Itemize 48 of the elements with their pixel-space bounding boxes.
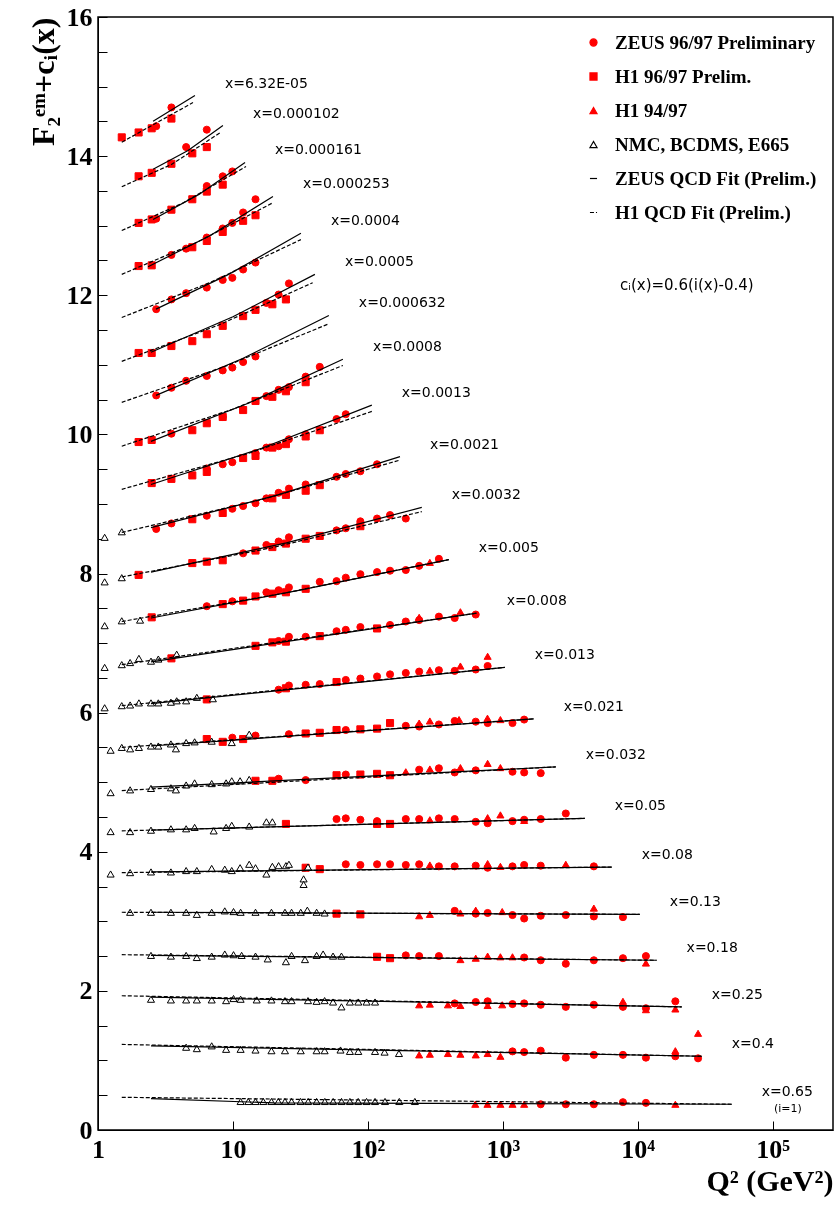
annotation: x=0.032 [585, 745, 646, 762]
annotation: x=0.000253 [302, 175, 390, 192]
annotation: x=0.0004 [330, 212, 401, 229]
annotation: x=0.05 [614, 797, 666, 814]
x-tick-label: 10³ [486, 1134, 521, 1164]
annotation: x=0.021 [563, 697, 624, 714]
y-tick-label: 10 [66, 419, 93, 449]
x-tick-label: 10⁵ [756, 1134, 791, 1164]
annotation: (i=1) [774, 1102, 802, 1115]
legend-label: H1 96/97 Prelim. [615, 65, 752, 87]
x-tick-label: 10⁴ [621, 1134, 656, 1164]
annotation: x=0.13 [669, 893, 721, 910]
annotation: cᵢ(x)=0.6(i(x)-0.4) [620, 276, 754, 294]
x-tick-label: 1 [92, 1134, 105, 1164]
annotation: x=0.0008 [372, 338, 442, 355]
y-tick-label: 6 [79, 698, 93, 728]
annotation: x=0.18 [686, 939, 738, 956]
annotation: x=0.013 [534, 646, 595, 663]
annotation: x=0.000161 [275, 141, 362, 158]
annotation: x=0.0032 [451, 486, 521, 503]
legend-label: H1 94/97 [615, 99, 688, 121]
legend-label: ZEUS QCD Fit (Prelim.) [615, 167, 817, 190]
y-tick-label: 14 [66, 141, 93, 171]
annotation: x=0.0021 [429, 435, 499, 452]
annotation: x=0.4 [731, 1035, 775, 1052]
annotation: x=0.0013 [401, 384, 471, 401]
annotation: x=6.32E-05 [224, 74, 308, 91]
y-tick-label: 2 [79, 976, 93, 1006]
annotation: x=0.25 [711, 985, 763, 1002]
annotation: x=0.65 [761, 1083, 813, 1100]
y-tick-label: 8 [79, 559, 93, 588]
y-tick-label: 4 [79, 837, 93, 867]
x-tick-label: 10² [351, 1134, 386, 1164]
legend-label: ZEUS 96/97 Preliminary [615, 31, 816, 53]
annotation: x=0.0005 [344, 253, 414, 270]
annotation: x=0.000102 [252, 104, 340, 121]
annotation: x=0.000632 [358, 294, 446, 311]
y-tick-label: 0 [79, 1115, 93, 1145]
y-axis-title: F₂ᵉᵐ+cᵢ(x) [24, 17, 61, 147]
x-tick-label: 10 [220, 1134, 247, 1164]
annotation: x=0.005 [478, 538, 539, 555]
x-axis-title: Q² (GeV²) [706, 1163, 834, 1198]
annotation: x=0.08 [641, 846, 693, 863]
legend-label: H1 QCD Fit (Prelim.) [615, 201, 791, 224]
y-tick-label: 12 [66, 280, 93, 310]
legend-label: NMC, BCDMS, E665 [615, 133, 790, 155]
annotation: x=0.008 [506, 592, 567, 609]
y-tick-label: 16 [66, 2, 93, 32]
